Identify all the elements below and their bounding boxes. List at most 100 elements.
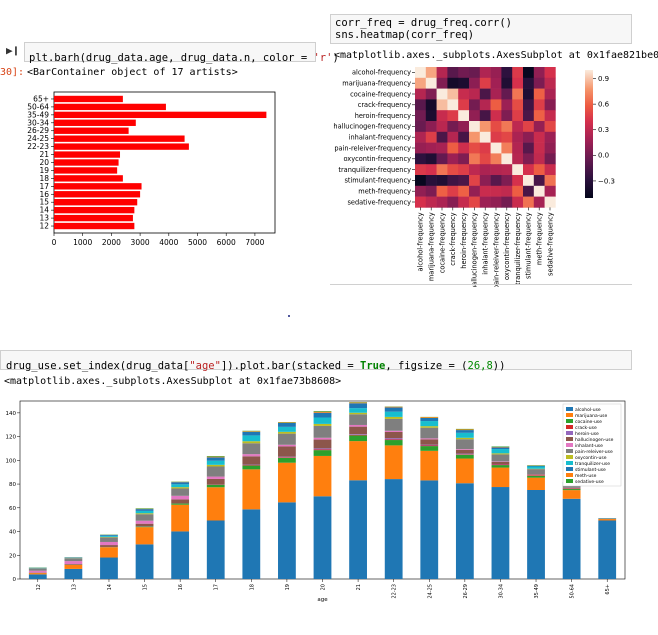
heatmap-cell [425,77,437,89]
heatmap-cell [458,196,470,208]
heatmap-cell [447,77,459,89]
stack-bar-segment [384,445,403,480]
heatmap-cell [523,153,535,165]
stack-bar-segment [455,432,474,438]
heatmap-cell [425,196,437,208]
stack-bar-segment [455,453,474,455]
heatmap-cell [479,67,491,79]
heatmap-cell [415,131,427,143]
barh-bar [54,135,185,142]
stack-legend-label: crack-use [575,425,597,431]
stack-legend-label: heroin-use [575,431,599,437]
barh-ytick-label: 24-25 [27,134,49,143]
heatmap-col-label: heroin-frequency [460,212,468,268]
stack-bar-segment [349,435,367,442]
heatmap-cell [544,164,556,176]
barh-bar [54,103,166,111]
heatmap-cell [436,110,448,122]
barh-bar [54,111,267,119]
stack-bar-segment [313,425,332,438]
cell1-code-text: plt.barh(drug_data.age, drug_data.n, col… [29,52,314,64]
stack-bar-segment [278,462,296,503]
stack-ytick-label: 40 [9,530,16,536]
heatmap-col-label: stimulant-frequency [525,212,533,279]
stack-xtick-label: 20 [321,584,327,590]
heatmap-cell [447,142,459,154]
stack-bar-segment [313,412,332,418]
stack-xtick-label: 18 [249,584,255,590]
stack-bar-segment [420,444,439,446]
heatmap-cell [458,164,470,176]
heatmap-colorbar-label: 0.3 [598,126,609,134]
heatmap-cell [490,99,502,111]
barh-chart: 1213141516171819202122-2324-2526-2930-34… [27,91,276,247]
cell2-code-input[interactable]: corr_freq = drug_freq.corr() sns.heatmap… [330,14,632,44]
heatmap-col-label: oxycontin-frequency [503,212,511,280]
stack-bar-segment [562,498,581,579]
stack-legend-swatch [566,473,573,477]
heatmap-cell [447,121,459,133]
heatmap-cell [523,164,535,176]
heatmap-cell [501,99,513,111]
heatmap-cell [544,175,556,187]
stack-xtick-label: 65+ [605,584,611,595]
barh-bar [54,95,123,103]
stack-xtick-label: 12 [36,584,42,590]
barh-bar [54,127,129,134]
heatmap-cell [436,131,448,143]
cell1-code-input[interactable]: plt.barh(drug_data.age, drug_data.n, col… [24,42,339,64]
stack-bar-segment [28,573,47,575]
barh-ytick-label: 14 [39,206,49,215]
heatmap-cell [490,77,502,89]
heatmap-cell [479,153,491,165]
heatmap-cell [469,185,481,197]
heatmap-cell [533,110,545,122]
stack-bar-segment [171,504,190,532]
cell3-code-input[interactable]: drug_use.set_index(drug_data["age"]).plo… [0,350,632,372]
stack-xtick-label: 19 [285,584,291,590]
cell2-code-line1: corr_freq = drug_freq.corr() [335,17,513,29]
stack-bar-segment [135,527,154,545]
heatmap-cell [425,164,437,176]
stack-bar-segment [455,437,474,440]
heatmap-cell [436,121,448,133]
heatmap-colorbar [585,70,593,198]
stack-bar-segment [135,514,154,521]
heatmap-cell [469,153,481,165]
stack-bar-segment [313,496,332,579]
stack-bar-segment [349,480,367,579]
heatmap-cell [415,196,427,208]
stack-bar-segment [206,487,225,521]
stack-bar-segment [455,449,474,450]
stack-bar-segment [313,448,332,450]
heatmap-cell [425,88,437,100]
heatmap-cell [501,196,513,208]
heatmap-col-label: marijuana-frequency [428,212,436,281]
heatmap-cell [458,99,470,111]
heatmap-cell [501,77,513,89]
barh-xtick-label: 2000 [102,238,121,247]
heatmap-chart: alcohol-frequencymarijuana-frequencycoca… [333,67,615,287]
barh-ytick-label: 50-64 [27,102,49,111]
stack-xlabel: age [317,597,328,603]
barh-xtick-label: 1000 [73,238,92,247]
stack-bar-segment [527,465,545,467]
stack-bar-segment [135,523,154,527]
stack-bar-segment [206,478,225,485]
heatmap-cell [544,67,556,79]
heatmap-cell [501,88,513,100]
stack-bar-segment [527,475,545,476]
heatmap-cell [479,99,491,111]
stack-bar-segment [171,531,190,579]
heatmap-cell [501,185,513,197]
stack-bar-segment [527,490,545,579]
heatmap-cell [479,196,491,208]
heatmap-cell [479,185,491,197]
heatmap-cell [469,88,481,100]
heatmap-colorbar-label: 0.0 [598,152,609,160]
cell1-code-string: 'r' [313,52,333,64]
barh-xtick-label: 4000 [159,238,178,247]
stack-bar-segment [135,544,154,579]
cell1-output-text: <BarContainer object of 17 artists> [27,67,238,78]
stack-bar-segment [171,499,190,504]
